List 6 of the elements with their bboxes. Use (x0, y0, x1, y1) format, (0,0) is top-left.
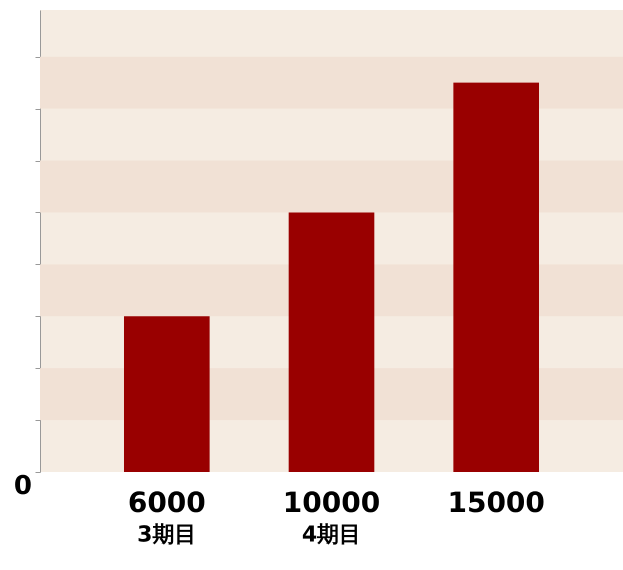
text: 0 (14, 471, 32, 501)
x-tick-label: 3期目 (137, 522, 196, 548)
data-label: 10000 (282, 486, 380, 519)
data-label: 6000 (128, 486, 206, 519)
x-tick-label: 4期目 (302, 522, 362, 548)
data-label: 15000 (447, 486, 545, 519)
